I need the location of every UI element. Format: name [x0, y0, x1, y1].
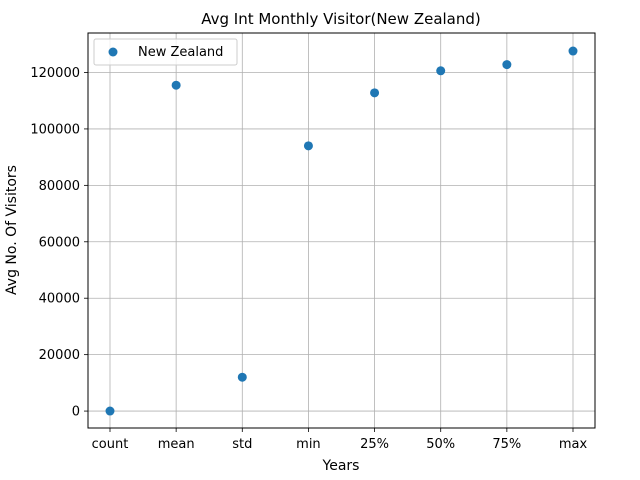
legend: New Zealand [93, 38, 238, 66]
data-point [436, 66, 446, 76]
x-tick-label: 75% [492, 437, 521, 452]
grid-lines [88, 33, 595, 428]
y-tick-label: 20000 [39, 348, 80, 363]
y-tick-label: 60000 [39, 235, 80, 250]
legend-box [93, 38, 238, 66]
x-tick-label: 50% [426, 437, 455, 452]
y-axis: 0 20000 40000 60000 80000 100000 120000 [30, 66, 88, 420]
y-tick-label: 80000 [39, 179, 80, 194]
data-point [237, 372, 247, 382]
legend-label: New Zealand [138, 45, 223, 60]
y-axis-title: Avg No. Of Visitors [4, 165, 20, 295]
data-point [105, 406, 115, 416]
data-point [568, 46, 578, 56]
chart-title: Avg Int Monthly Visitor(New Zealand) [201, 10, 481, 28]
x-tick-label: std [232, 437, 252, 452]
x-tick-label: max [559, 437, 588, 452]
data-points [105, 46, 578, 416]
plot-area-frame [87, 32, 596, 429]
legend-marker [108, 47, 118, 57]
x-tick-label: count [92, 437, 129, 452]
y-tick-label: 120000 [30, 66, 80, 81]
data-point [171, 80, 181, 90]
x-tick-label: min [296, 437, 321, 452]
x-axis-title: Years [322, 458, 360, 474]
x-tick-label: mean [158, 437, 195, 452]
data-point [370, 88, 380, 98]
x-tick-label: 25% [360, 437, 389, 452]
y-tick-label: 100000 [30, 122, 80, 137]
y-tick-label: 0 [72, 405, 80, 420]
y-tick-label: 40000 [39, 292, 80, 307]
data-point [303, 141, 313, 151]
x-axis: count mean std min 25% 50% 75% max [92, 428, 588, 452]
data-point [502, 60, 512, 70]
